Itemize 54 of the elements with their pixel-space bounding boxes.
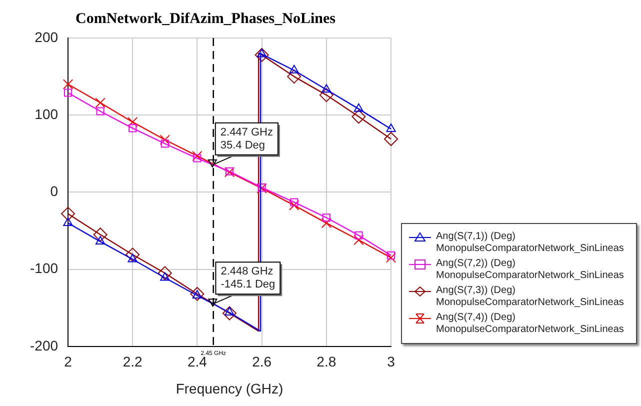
point xyxy=(190,286,204,301)
point xyxy=(95,236,106,245)
annotation: 2.448 GHz -145.1 Deg xyxy=(220,266,276,291)
point xyxy=(319,88,334,102)
point xyxy=(386,251,396,260)
x-tick-label: 2.6 xyxy=(252,354,272,370)
legend-label: Ang(S(7,2)) (Deg) MonopulseComparatorNetwork_SinLineas xyxy=(436,258,624,282)
point xyxy=(62,79,74,90)
x-tick-label: 2.8 xyxy=(316,354,336,370)
point xyxy=(128,116,138,128)
legend-label: Ang(S(7,1)) (Deg) MonopulseComparatorNetwork_SinLineas xyxy=(436,231,624,255)
point xyxy=(352,110,366,124)
annotation: 2.447 GHz 35.4 Deg xyxy=(220,126,273,152)
point xyxy=(193,154,202,162)
point xyxy=(64,88,72,97)
point xyxy=(290,198,298,206)
legend-label: Ang(S(7,4)) (Deg) MonopulseComparatorNetwork_SinLineas xyxy=(436,312,624,336)
x-tick-label: 2 xyxy=(64,354,72,370)
point xyxy=(63,218,73,226)
point xyxy=(354,231,363,240)
x-tick-label: 2.4 xyxy=(187,354,208,370)
point xyxy=(289,200,300,210)
point xyxy=(158,266,172,280)
point xyxy=(95,98,106,108)
point xyxy=(126,248,140,262)
point xyxy=(321,218,332,228)
point xyxy=(254,48,269,62)
x-axis-title: Frequency (GHz) xyxy=(176,380,284,396)
point xyxy=(160,140,169,148)
x-tick-label: 3 xyxy=(387,354,396,370)
point xyxy=(61,206,76,221)
y-tick-label: 0 xyxy=(50,183,58,200)
chart-title: ComNetwork_DifAzim_Phases_NoLines xyxy=(76,10,336,27)
point xyxy=(289,64,299,74)
point xyxy=(386,123,396,132)
y-tick-label: -100 xyxy=(30,260,58,276)
point xyxy=(222,306,237,320)
point xyxy=(386,252,396,263)
x-tick-label: 2.2 xyxy=(122,354,143,370)
point xyxy=(322,84,332,93)
y-tick-label: -200 xyxy=(30,337,58,354)
point xyxy=(384,132,398,146)
point xyxy=(160,134,170,145)
point xyxy=(128,124,137,132)
point xyxy=(354,234,364,246)
y-tick-label: 100 xyxy=(34,106,58,122)
point xyxy=(322,214,330,222)
legend-label: Ang(S(7,3)) (Deg) MonopulseComparatorNetwork_SinLineas xyxy=(436,285,624,309)
point xyxy=(93,228,108,242)
point xyxy=(96,107,104,116)
point xyxy=(354,103,364,112)
point xyxy=(287,70,302,84)
point xyxy=(192,150,202,162)
y-tick-label: 200 xyxy=(34,28,58,45)
